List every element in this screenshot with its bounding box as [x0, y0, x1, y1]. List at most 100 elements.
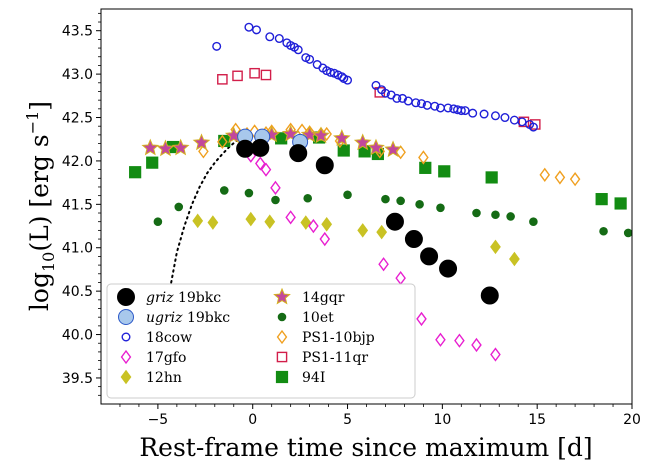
- data-point-ps1-10bjp: [554, 170, 566, 185]
- data-point-18cow: [325, 67, 335, 77]
- x-tick-label: 15: [528, 412, 546, 428]
- data-point-10et: [396, 196, 405, 206]
- data-point-18cow: [392, 93, 402, 103]
- data-point-12hn: [207, 215, 219, 230]
- data-point-12hn: [357, 223, 369, 238]
- data-point-18cow: [293, 45, 303, 55]
- legend-marker-ps1-11qr: [276, 351, 288, 363]
- data-point-14gqr: [312, 126, 330, 144]
- data-point-17gfo: [270, 180, 281, 195]
- data-point-ps1-10bjp: [418, 150, 429, 165]
- series-10et: [153, 186, 633, 238]
- model-curve: [170, 139, 239, 284]
- data-point-10et: [303, 193, 313, 203]
- legend-item-94i: 94I: [275, 370, 325, 386]
- data-point-10et: [436, 203, 445, 213]
- data-point-18cow: [398, 93, 408, 103]
- data-point-10et: [219, 186, 229, 195]
- data-point-14gqr: [156, 139, 175, 157]
- legend-marker-ugriz-19bkc: [118, 309, 134, 325]
- x-tick-label: 5: [343, 412, 352, 428]
- data-point-18cow: [460, 106, 470, 116]
- data-point-18cow: [265, 32, 275, 42]
- data-point-griz-19bkc: [404, 230, 423, 249]
- data-point-ps1-10bjp: [321, 126, 332, 142]
- legend-label-10et: 10et: [302, 310, 334, 326]
- data-point-griz-19bkc: [315, 156, 334, 175]
- series-17gfo: [245, 148, 501, 362]
- data-point-ps1-11qr: [518, 116, 530, 128]
- legend-label-griz-19bkc: griz 19bkc: [146, 290, 221, 306]
- legend-marker-14gqr: [273, 287, 291, 305]
- data-point-griz-19bkc: [289, 144, 308, 163]
- data-point-ps1-10bjp: [217, 134, 228, 149]
- data-point-10et: [381, 194, 390, 204]
- data-point-17gfo: [260, 162, 272, 177]
- y-axis-label-end: ]: [25, 101, 54, 111]
- legend-item-18cow: 18cow: [121, 330, 192, 346]
- data-point-18cow: [479, 109, 489, 119]
- data-point-griz-19bkc: [439, 259, 458, 278]
- y-axis-label-main: log: [25, 272, 54, 311]
- data-point-10et: [623, 228, 633, 238]
- data-marks: [129, 22, 633, 362]
- data-point-14gqr: [384, 140, 402, 158]
- data-point-10et: [599, 226, 608, 236]
- legend-marker-griz-19bkc: [117, 288, 135, 306]
- data-point-griz-19bkc: [385, 212, 404, 231]
- data-point-ps1-11qr: [217, 74, 228, 85]
- data-point-10et: [472, 208, 481, 218]
- data-point-17gfo: [471, 337, 482, 353]
- data-point-12hn: [264, 214, 276, 229]
- series-18cow: [212, 22, 538, 132]
- data-point-94i: [419, 161, 432, 174]
- data-point-griz-19bkc: [251, 138, 270, 157]
- data-point-94i: [129, 166, 142, 179]
- data-point-14gqr: [141, 138, 160, 156]
- y-tick-label: 42.5: [62, 111, 93, 127]
- legend-label-94i: 94I: [302, 370, 325, 386]
- data-point-17gfo: [378, 257, 389, 272]
- data-point-12hn: [509, 251, 520, 267]
- data-point-14gqr: [353, 133, 372, 151]
- data-point-10et: [244, 188, 254, 198]
- data-point-ps1-10bjp: [539, 167, 551, 182]
- data-point-17gfo: [395, 270, 406, 286]
- data-point-17gfo: [490, 347, 501, 362]
- legend-item-ps1-10bjp: PS1-10bjp: [276, 329, 375, 346]
- data-point-12hn: [321, 217, 333, 232]
- y-tick-label: 41.5: [62, 197, 93, 213]
- data-point-14gqr: [367, 138, 385, 156]
- legend-item-griz-19bkc: griz 19bkc: [117, 288, 221, 306]
- data-point-10et: [153, 217, 163, 226]
- y-tick-label: 40.5: [62, 284, 93, 300]
- legend-marker-17gfo: [120, 349, 132, 365]
- data-point-18cow: [343, 75, 353, 85]
- x-axis-ticks: −5 0 5 10 15 20: [119, 404, 641, 428]
- legend-label-12hn: 12hn: [146, 370, 182, 386]
- y-axis-ticks: 39.5 40.0 40.5 41.0 41.5 42.0 42.5 43.0 43.5: [62, 12, 101, 396]
- y-tick-label: 40.0: [62, 328, 93, 344]
- y-tick-label: 41.0: [62, 241, 93, 257]
- data-point-94i: [438, 165, 451, 178]
- data-point-18cow: [416, 99, 426, 109]
- data-point-12hn: [376, 224, 388, 240]
- data-point-17gfo: [416, 311, 427, 327]
- y-axis-label-rest: (L) [erg s: [25, 134, 54, 251]
- data-point-17gfo: [255, 156, 266, 171]
- legend-item-ps1-11qr: PS1-11qr: [276, 350, 368, 366]
- x-tick-label: −5: [148, 412, 169, 428]
- y-axis-label-superscript: −1: [23, 111, 42, 135]
- legend-item-10et: 10et: [277, 310, 334, 326]
- data-point-12hn: [300, 215, 312, 230]
- data-point-12hn: [245, 211, 257, 227]
- x-tick-label: 20: [623, 412, 641, 428]
- data-point-18cow: [456, 106, 466, 116]
- series-ps1-11qr: [217, 67, 541, 130]
- legend-item-17gfo: 17gfo: [120, 349, 186, 366]
- data-point-14gqr: [333, 129, 351, 146]
- data-point-18cow: [380, 88, 390, 98]
- y-axis-label-subscript: 10: [39, 252, 58, 272]
- data-point-10et: [415, 200, 424, 209]
